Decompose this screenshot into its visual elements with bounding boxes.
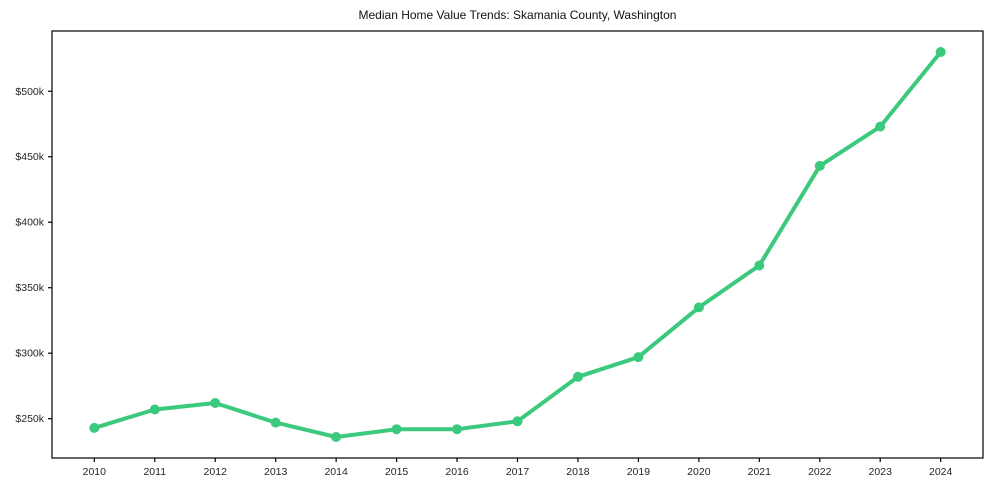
- data-point-2024: [935, 47, 946, 57]
- x-tick-label: 2023: [869, 466, 893, 478]
- y-tick-label: $350k: [15, 282, 44, 294]
- x-tick-label: 2024: [929, 466, 953, 478]
- y-tick-label: $400k: [15, 217, 44, 229]
- y-tick-label: $300k: [15, 348, 44, 360]
- y-tick-label: $500k: [15, 86, 44, 98]
- data-point-2020: [693, 302, 704, 313]
- data-point-2019: [633, 352, 644, 363]
- x-tick-label: 2019: [627, 466, 651, 478]
- data-point-2010: [89, 422, 100, 433]
- x-tick-label: 2016: [445, 466, 469, 478]
- plot-border: [51, 30, 984, 459]
- x-tick-label: 2020: [687, 466, 711, 478]
- x-tick-label: 2022: [808, 466, 832, 478]
- x-tick-label: 2011: [143, 466, 166, 478]
- x-tick-label: 2018: [566, 466, 590, 478]
- x-tick-label: 2017: [506, 466, 530, 478]
- x-tick-label: 2013: [264, 466, 288, 478]
- x-tick-label: 2010: [83, 466, 107, 478]
- x-tick-label: 2021: [748, 466, 772, 478]
- y-tick-label: $450k: [15, 151, 44, 163]
- trend-line: [92, 50, 943, 439]
- x-tick-label: 2012: [204, 466, 228, 478]
- data-point-2013: [270, 417, 281, 428]
- x-tick-label: 2015: [385, 466, 409, 478]
- data-point-2011: [149, 404, 160, 415]
- data-point-2014: [331, 432, 342, 442]
- chart-title: Median Home Value Trends: Skamania Count…: [358, 8, 677, 22]
- data-point-2016: [452, 424, 462, 435]
- data-point-2017: [512, 416, 523, 427]
- data-point-2012: [210, 398, 221, 408]
- data-point-2021: [754, 260, 765, 271]
- x-tick-label: 2014: [324, 466, 348, 478]
- data-point-2015: [391, 424, 402, 435]
- data-point-2023: [875, 121, 886, 132]
- data-point-2018: [573, 371, 583, 382]
- data-point-2022: [814, 160, 825, 171]
- y-tick-label: $250k: [15, 413, 44, 425]
